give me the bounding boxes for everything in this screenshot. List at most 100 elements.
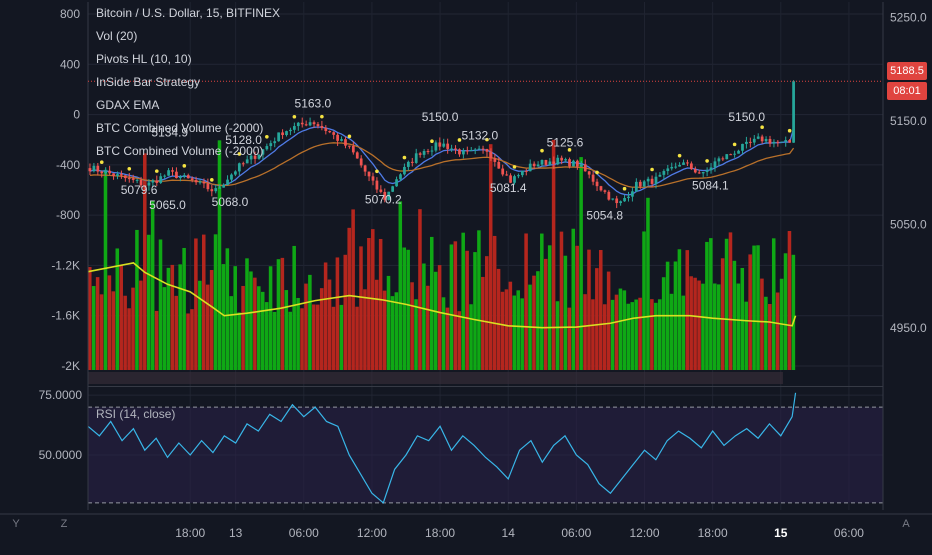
volume-bar	[257, 286, 261, 370]
volume-bar	[201, 234, 206, 370]
volume-bar	[296, 297, 300, 370]
candle-body	[540, 159, 544, 165]
candle-body	[359, 158, 363, 166]
volume-bar	[304, 283, 308, 370]
candle-body	[583, 164, 587, 172]
signal-dot	[375, 169, 379, 174]
candle-body	[336, 134, 339, 141]
signal-dot	[210, 178, 214, 182]
signal-dot	[99, 160, 104, 165]
candle-body	[528, 163, 532, 172]
legend-inside-bar[interactable]: InSide Bar Strategy	[96, 75, 201, 89]
legend-vol[interactable]: Vol (20)	[96, 29, 138, 43]
volume-bar	[716, 284, 721, 370]
candle-body	[426, 151, 430, 153]
volume-bar	[496, 268, 501, 370]
volume-bar	[524, 233, 528, 370]
signal-dot	[677, 153, 682, 158]
signal-dot	[705, 159, 709, 163]
candle-body	[135, 179, 139, 181]
volume-bar	[752, 245, 756, 370]
volume-bar	[469, 304, 473, 370]
candle-body	[587, 171, 591, 175]
volume-bar	[174, 295, 179, 370]
candle-body	[151, 180, 155, 183]
volume-bar	[264, 302, 269, 370]
volume-bar	[221, 264, 226, 370]
candle-body	[245, 159, 249, 164]
candle-body	[458, 149, 461, 155]
candle-body	[422, 151, 426, 155]
candle-body	[682, 162, 685, 165]
candle-body	[269, 143, 273, 147]
legend-rsi[interactable]: RSI (14, close)	[96, 407, 176, 421]
candle-body	[497, 161, 501, 169]
candle-body	[371, 176, 375, 181]
candle-body	[788, 140, 792, 143]
candle-body	[556, 157, 560, 165]
candle-body	[501, 168, 505, 175]
volume-bar	[595, 268, 599, 370]
rsi-line	[87, 392, 797, 504]
signal-dot	[457, 138, 462, 142]
candle-body	[607, 191, 611, 200]
candle-body	[662, 171, 666, 175]
volume-bar	[728, 232, 733, 370]
candle-body	[705, 170, 709, 173]
volume-bar	[536, 271, 540, 370]
volume-bar	[457, 311, 462, 370]
volume-bar	[414, 299, 418, 370]
legend-combined-volume-1[interactable]: BTC Combined Volume (-2000)	[96, 121, 264, 135]
volume-bar	[638, 297, 642, 370]
volume-bar	[182, 247, 186, 370]
candle-body	[206, 183, 210, 190]
volume-bar	[488, 144, 493, 370]
legend-symbol-title[interactable]: Bitcoin / U.S. Dollar, 15, BITFINEX	[96, 6, 281, 20]
left-axis-tick: -800	[56, 208, 80, 222]
volume-bar	[154, 310, 159, 370]
z-axis-button[interactable]: Z	[60, 518, 68, 530]
candle-body	[756, 136, 760, 139]
legend-gdax-ema[interactable]: GDAX EMA	[96, 98, 160, 112]
candle-body	[733, 153, 736, 155]
time-axis-tick: 18:00	[698, 526, 728, 540]
volume-bar	[194, 238, 198, 370]
candle-body	[348, 145, 351, 147]
volume-bar	[485, 256, 489, 370]
volume-bar	[127, 308, 131, 370]
y-axis-button[interactable]: Y	[12, 518, 20, 530]
volume-bar	[386, 275, 391, 370]
volume-bar	[563, 255, 568, 370]
pivot-label: 5084.1	[692, 178, 729, 192]
candle-body	[391, 186, 395, 192]
legend-combined-volume-2[interactable]: BTC Combined Volume (-2000)	[96, 144, 264, 158]
volume-bar	[579, 157, 583, 370]
signal-dot	[127, 166, 132, 171]
volume-bar	[685, 250, 690, 370]
legend-pivots[interactable]: Pivots HL (10, 10)	[96, 52, 192, 66]
left-axis-tick: -400	[56, 158, 80, 172]
candle-body	[481, 148, 485, 150]
volume-bar	[677, 249, 682, 370]
candle-body	[88, 168, 92, 172]
candle-body	[308, 122, 312, 126]
volume-bar	[622, 290, 627, 370]
candle-body	[438, 142, 442, 147]
candle-body	[257, 154, 261, 159]
auto-scale-button[interactable]: A	[902, 518, 910, 530]
pivot-label: 5125.6	[547, 135, 584, 149]
candle-body	[776, 141, 780, 143]
candle-body	[764, 138, 768, 142]
candle-body	[524, 170, 528, 172]
volume-bar	[555, 301, 560, 370]
volume-bar	[661, 277, 666, 370]
volume-bar	[418, 209, 422, 370]
candle-body	[638, 181, 642, 187]
volume-ma-line	[87, 262, 797, 329]
volume-bar	[319, 288, 324, 370]
candle-body	[131, 178, 135, 180]
candle-body	[320, 125, 324, 128]
candle-body	[414, 153, 418, 163]
